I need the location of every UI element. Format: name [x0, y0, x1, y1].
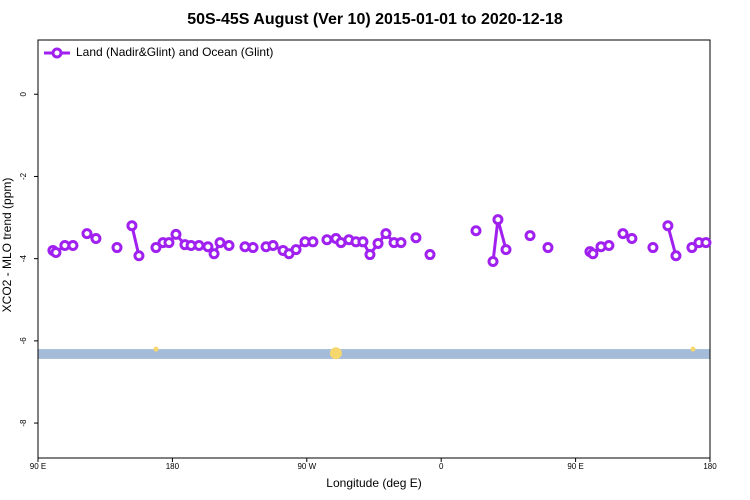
data-point: [372, 237, 384, 249]
band-point: [329, 347, 342, 360]
data-point: [487, 256, 499, 268]
data-point: [193, 240, 205, 252]
y-axis-label: XCO2 - MLO trend (ppm): [0, 178, 14, 313]
data-point: [603, 240, 615, 252]
data-point: [492, 214, 504, 226]
data-point: [90, 233, 102, 245]
data-point: [395, 237, 407, 249]
data-point: [410, 232, 422, 244]
y-tick-label: -4: [19, 255, 28, 263]
data-point: [214, 237, 226, 249]
data-point: [364, 249, 376, 261]
data-point: [686, 242, 698, 254]
x-tick-label: 90 E: [30, 462, 46, 471]
data-point: [50, 246, 62, 258]
data-point: [670, 250, 682, 262]
data-point: [170, 228, 182, 240]
data-point: [267, 240, 279, 252]
band: [38, 349, 710, 359]
data-point: [67, 240, 79, 252]
data-point: [424, 249, 436, 261]
band-point: [153, 346, 159, 352]
data-point: [647, 242, 659, 254]
data-point: [150, 242, 162, 254]
data-point: [290, 244, 302, 256]
data-point: [617, 228, 629, 240]
x-axis-label: Longitude (deg E): [326, 476, 421, 490]
band-point: [690, 346, 696, 352]
data-point: [542, 242, 554, 254]
y-tick-label: -2: [19, 172, 28, 180]
data-point: [126, 220, 138, 232]
legend-marker: [51, 47, 63, 59]
data-point: [111, 242, 123, 254]
data-point: [208, 248, 220, 260]
data-point: [223, 240, 235, 252]
data-point: [133, 250, 145, 262]
x-tick-label: 90 W: [297, 462, 316, 471]
data-point: [357, 236, 369, 248]
x-tick-label: 180: [703, 462, 717, 471]
data-point: [500, 244, 512, 256]
data-point: [470, 225, 482, 237]
data-point: [163, 237, 175, 249]
data-point: [202, 241, 214, 253]
data-point: [81, 228, 93, 240]
y-tick-label: -8: [19, 419, 28, 427]
x-tick-label: 180: [166, 462, 180, 471]
data-point: [380, 228, 392, 240]
data-point: [247, 242, 259, 254]
data-point: [524, 230, 536, 242]
data-point: [587, 248, 599, 260]
y-tick-label: -6: [19, 337, 28, 345]
x-tick-label: 90 E: [567, 462, 583, 471]
legend-label: Land (Nadir&Glint) and Ocean (Glint): [76, 45, 273, 59]
data-point: [662, 220, 674, 232]
y-tick-label: 0: [19, 91, 28, 96]
data-point: [700, 237, 712, 249]
data-point: [626, 233, 638, 245]
plot-frame: [37, 39, 711, 459]
x-tick-label: 0: [439, 462, 444, 471]
chart-title: 50S-45S August (Ver 10) 2015-01-01 to 20…: [187, 11, 563, 28]
data-point: [321, 234, 333, 246]
data-point: [307, 236, 319, 248]
